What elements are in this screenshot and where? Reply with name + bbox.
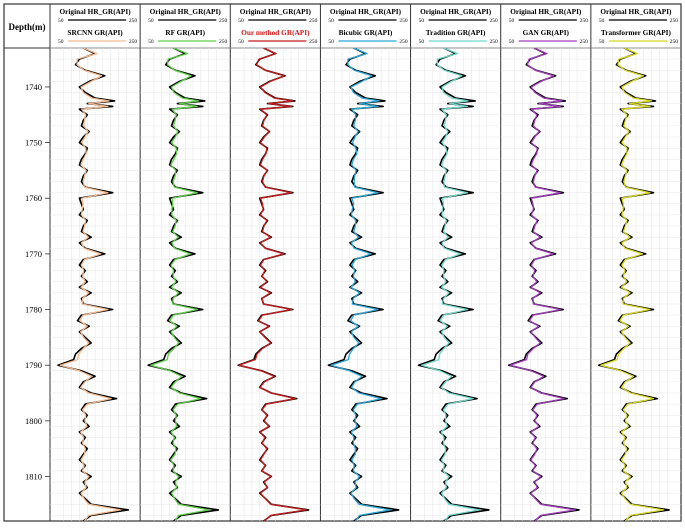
method-curve-6 (600, 48, 665, 521)
scale-max-label: 250 (580, 39, 589, 45)
scale-min-label: 50 (328, 18, 334, 24)
scale-min-label: 50 (58, 39, 64, 45)
scale-min-label: 50 (238, 39, 244, 45)
scale-max-label: 250 (580, 18, 589, 24)
scale-max-label: 250 (219, 18, 228, 24)
scale-min-label: 50 (419, 18, 425, 24)
depth-tick-label: 1780 (25, 305, 42, 315)
scale-min-label: 50 (509, 18, 515, 24)
scale-min-label: 50 (148, 39, 154, 45)
scale-min-label: 50 (148, 18, 154, 24)
scale-min-label: 50 (599, 18, 605, 24)
scale-max-label: 250 (399, 18, 408, 24)
reference-legend-label: Original HR_GR(API) (600, 7, 672, 16)
depth-tick-label: 1790 (25, 360, 42, 370)
reference-legend-label: Original HR_GR(API) (420, 7, 492, 16)
reference-legend-label: Original HR_GR(API) (240, 7, 312, 16)
method-curve-5 (509, 48, 576, 521)
scale-min-label: 50 (509, 39, 515, 45)
method-legend-label: Tradition GR(API) (426, 28, 486, 37)
scale-max-label: 250 (219, 39, 228, 45)
reference-legend-label: Original HR_GR(API) (330, 7, 402, 16)
method-legend-label: Transformer GR(API) (601, 28, 672, 37)
depth-tick-label: 1750 (25, 138, 42, 148)
depth-tick-label: 1770 (25, 249, 42, 259)
reference-legend-label: Original HR_GR(API) (510, 7, 582, 16)
scale-min-label: 50 (599, 39, 605, 45)
scale-min-label: 50 (328, 39, 334, 45)
scale-max-label: 250 (129, 39, 138, 45)
scale-min-label: 50 (238, 18, 244, 24)
scale-min-label: 50 (58, 18, 64, 24)
scale-max-label: 250 (129, 18, 138, 24)
scale-max-label: 250 (309, 39, 318, 45)
method-curve-0 (59, 48, 122, 521)
depth-tick-label: 1810 (25, 471, 42, 481)
method-curve-3 (330, 48, 391, 521)
depth-tick-label: 1760 (25, 193, 42, 203)
depth-axis-label: Depth(m) (9, 22, 46, 32)
chart-frame (3, 3, 682, 522)
method-legend-label: Bicubic GR(API) (339, 28, 393, 37)
method-curve-2 (238, 48, 307, 521)
scale-max-label: 250 (670, 18, 679, 24)
method-legend-label: RF GR(API) (165, 28, 205, 37)
scale-max-label: 250 (309, 18, 318, 24)
method-legend-label: GAN GR(API) (523, 28, 570, 37)
depth-tick-label: 1740 (25, 82, 42, 92)
scale-max-label: 250 (399, 39, 408, 45)
scale-max-label: 250 (489, 39, 498, 45)
method-legend-label: SRCNN GR(API) (67, 28, 123, 37)
reference-legend-label: Original HR_GR(API) (59, 7, 131, 16)
depth-tick-label: 1800 (25, 416, 42, 426)
method-curve-4 (421, 48, 480, 521)
method-curve-1 (150, 48, 210, 521)
scale-max-label: 250 (489, 18, 498, 24)
scale-max-label: 250 (670, 39, 679, 45)
scale-min-label: 50 (419, 39, 425, 45)
method-legend-label: Our method GR(API) (241, 28, 310, 37)
reference-legend-label: Original HR_GR(API) (150, 7, 222, 16)
